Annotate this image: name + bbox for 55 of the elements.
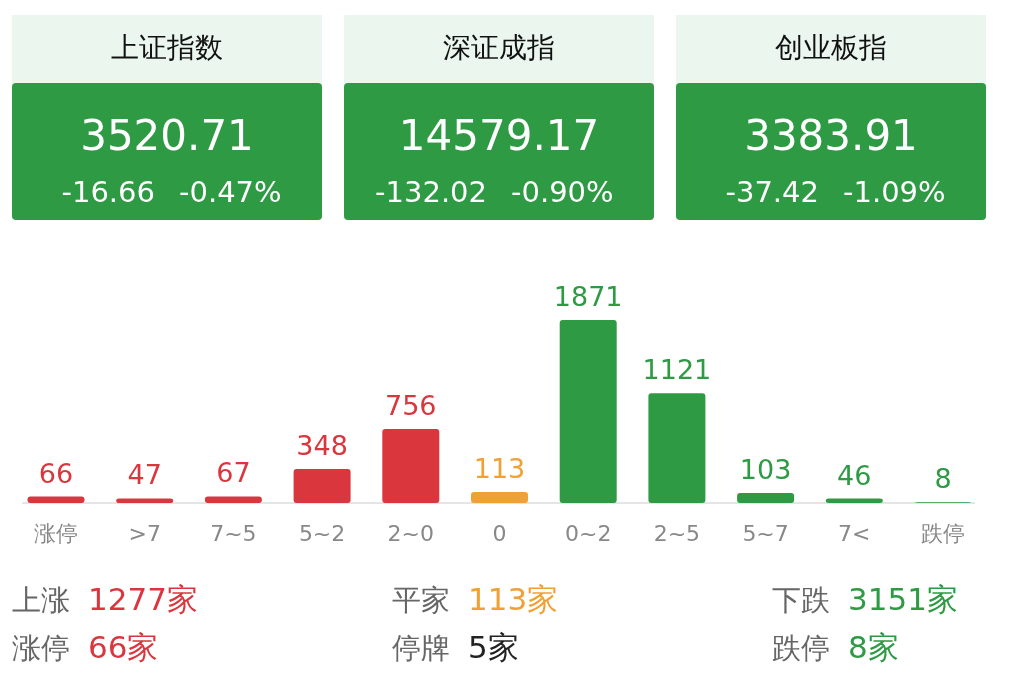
bar bbox=[737, 492, 795, 503]
x-tick-label: 0 bbox=[492, 521, 507, 546]
bar bbox=[293, 468, 351, 503]
x-tick-label: 跌停 bbox=[921, 521, 965, 546]
data-label: 113 bbox=[473, 452, 526, 484]
x-tick-label: 2~5 bbox=[653, 521, 701, 546]
data-label: 8 bbox=[934, 463, 952, 495]
bar bbox=[204, 496, 262, 503]
text: -1.09% bbox=[843, 175, 946, 209]
data-label: 67 bbox=[216, 457, 251, 489]
data-label: 5家 bbox=[468, 629, 519, 665]
x-tick-label: >7 bbox=[128, 521, 161, 546]
text: 3520.71 bbox=[80, 111, 254, 160]
data-label: 1871 bbox=[553, 281, 623, 312]
data-label: 348 bbox=[296, 429, 348, 461]
data-label: 66家 bbox=[88, 629, 159, 665]
data-label: 46 bbox=[837, 459, 872, 491]
x-tick-label: 0~2 bbox=[564, 521, 612, 546]
text: -132.02 bbox=[375, 175, 487, 209]
data-label: 113家 bbox=[468, 581, 559, 617]
data-label: 8家 bbox=[848, 629, 899, 665]
text: 14579.17 bbox=[398, 111, 600, 160]
x-tick-label: 涨停 bbox=[34, 521, 78, 546]
x-tick-label: 7~5 bbox=[210, 521, 257, 546]
text: -0.90% bbox=[511, 175, 614, 209]
text: 深证成指 bbox=[443, 31, 555, 64]
x-tick-label: 5~7 bbox=[742, 521, 789, 546]
x-tick-label: 7< bbox=[838, 521, 871, 546]
category-label: 上涨 bbox=[12, 583, 70, 617]
data-label: 47 bbox=[127, 459, 162, 491]
bar bbox=[648, 393, 706, 503]
category-label: 停牌 bbox=[392, 631, 450, 665]
text: -37.42 bbox=[725, 175, 819, 209]
data-label: 1277家 bbox=[88, 581, 198, 617]
x-tick-label: 5~2 bbox=[298, 521, 346, 546]
category-label: 涨停 bbox=[12, 631, 70, 665]
bar bbox=[27, 496, 85, 503]
category-label: 下跌 bbox=[772, 583, 830, 617]
data-label: 3151家 bbox=[848, 581, 958, 617]
category-label: 平家 bbox=[392, 583, 450, 617]
text: 创业板指 bbox=[775, 31, 887, 64]
bar bbox=[471, 491, 528, 503]
category-label: 跌停 bbox=[772, 631, 830, 665]
text: 3383.91 bbox=[744, 111, 918, 160]
x-tick-label: 2~0 bbox=[387, 521, 435, 546]
data-label: 103 bbox=[739, 453, 792, 485]
text: -16.66 bbox=[61, 175, 155, 209]
bar bbox=[559, 320, 617, 503]
text: 上证指数 bbox=[111, 31, 223, 64]
data-label: 66 bbox=[38, 457, 74, 489]
data-label: 756 bbox=[385, 390, 437, 422]
bar bbox=[382, 429, 440, 503]
text: -0.47% bbox=[179, 175, 282, 209]
data-label: 1121 bbox=[642, 354, 712, 386]
bar bbox=[116, 498, 174, 503]
